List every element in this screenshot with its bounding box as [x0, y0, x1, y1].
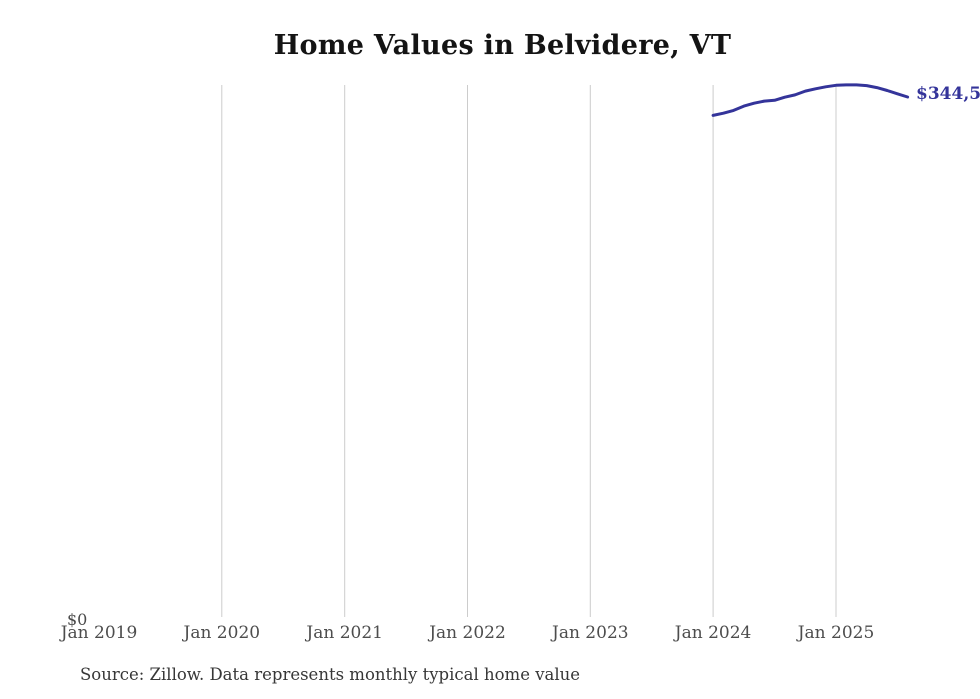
chart-title: Home Values in Belvidere, VT — [273, 30, 732, 61]
x-tick-label-2019: Jan 2019 — [60, 623, 138, 643]
x-tick-label-2021: Jan 2021 — [306, 623, 383, 643]
x-tick-label-2020: Jan 2020 — [183, 623, 261, 643]
x-tick-label-2023: Jan 2023 — [552, 623, 629, 643]
x-tick-label-2022: Jan 2022 — [429, 623, 506, 643]
home-value-line — [711, 83, 910, 117]
y-axis-zero-label: $0 — [67, 610, 88, 629]
x-tick-label-2025: Jan 2025 — [797, 623, 875, 643]
vertical-gridlines — [221, 85, 837, 617]
x-tick-label-2024: Jan 2024 — [674, 623, 752, 643]
latest-value-label: $344,500 — [916, 84, 980, 104]
source-note: Source: Zillow. Data represents monthly … — [80, 665, 581, 684]
